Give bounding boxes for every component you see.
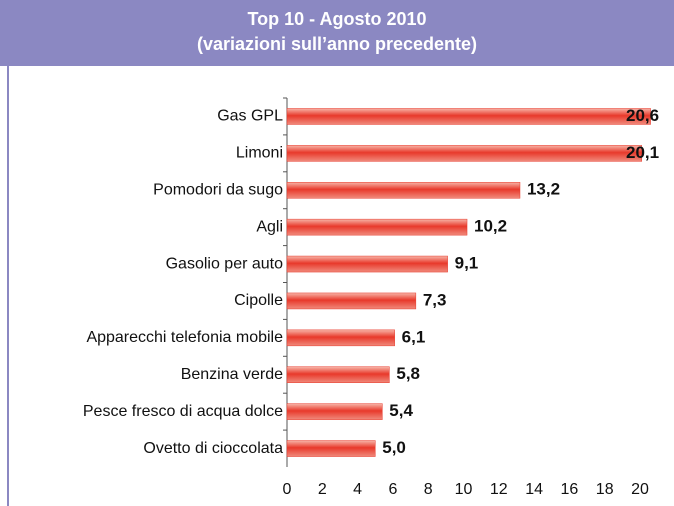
x-tick-label: 0 (283, 481, 292, 498)
chart-title: Top 10 - Agosto 2010 (247, 9, 426, 29)
value-label: 20,6 (626, 106, 659, 125)
y-tick-label: Pesce fresco di acqua dolce (83, 403, 283, 420)
value-label: 5,8 (396, 364, 420, 383)
x-tick-label: 8 (424, 481, 433, 498)
value-label: 10,2 (474, 217, 507, 236)
value-label: 20,1 (626, 143, 659, 162)
y-tick-label: Cipolle (234, 292, 283, 309)
x-tick-label: 18 (596, 481, 614, 498)
header-band (0, 0, 674, 66)
value-label: 5,0 (382, 438, 406, 457)
bar (286, 182, 521, 199)
bar (286, 403, 383, 420)
bar (286, 255, 448, 273)
value-label: 9,1 (455, 254, 479, 273)
y-tick-label: Agli (256, 218, 283, 235)
bar (286, 218, 468, 236)
bar (286, 366, 390, 383)
y-tick-label: Pomodori da sugo (153, 181, 283, 198)
bar (286, 329, 395, 347)
x-tick-label: 20 (631, 481, 649, 498)
bar (286, 292, 417, 310)
value-label: 13,2 (527, 180, 560, 199)
y-tick-label: Gas GPL (217, 108, 283, 125)
y-tick-label: Gasolio per auto (166, 255, 284, 272)
x-tick-label: 6 (388, 481, 397, 498)
y-tick-label: Limoni (236, 145, 283, 162)
y-tick-label: Ovetto di cioccolata (143, 440, 283, 457)
y-tick-label: Apparecchi telefonia mobile (86, 329, 283, 346)
bar (286, 440, 376, 457)
x-tick-label: 10 (455, 481, 473, 498)
y-tick-label: Benzina verde (181, 366, 283, 383)
x-tick-label: 16 (561, 481, 579, 498)
x-tick-label: 12 (490, 481, 508, 498)
bar (286, 145, 643, 162)
value-label: 5,4 (389, 401, 413, 420)
value-label: 6,1 (402, 327, 426, 346)
x-tick-label: 2 (318, 481, 327, 498)
value-label: 7,3 (423, 290, 447, 309)
x-tick-label: 14 (525, 481, 543, 498)
x-tick-label: 4 (353, 481, 362, 498)
chart-subtitle: (variazioni sull’anno precedente) (197, 34, 477, 54)
bar (286, 108, 651, 125)
